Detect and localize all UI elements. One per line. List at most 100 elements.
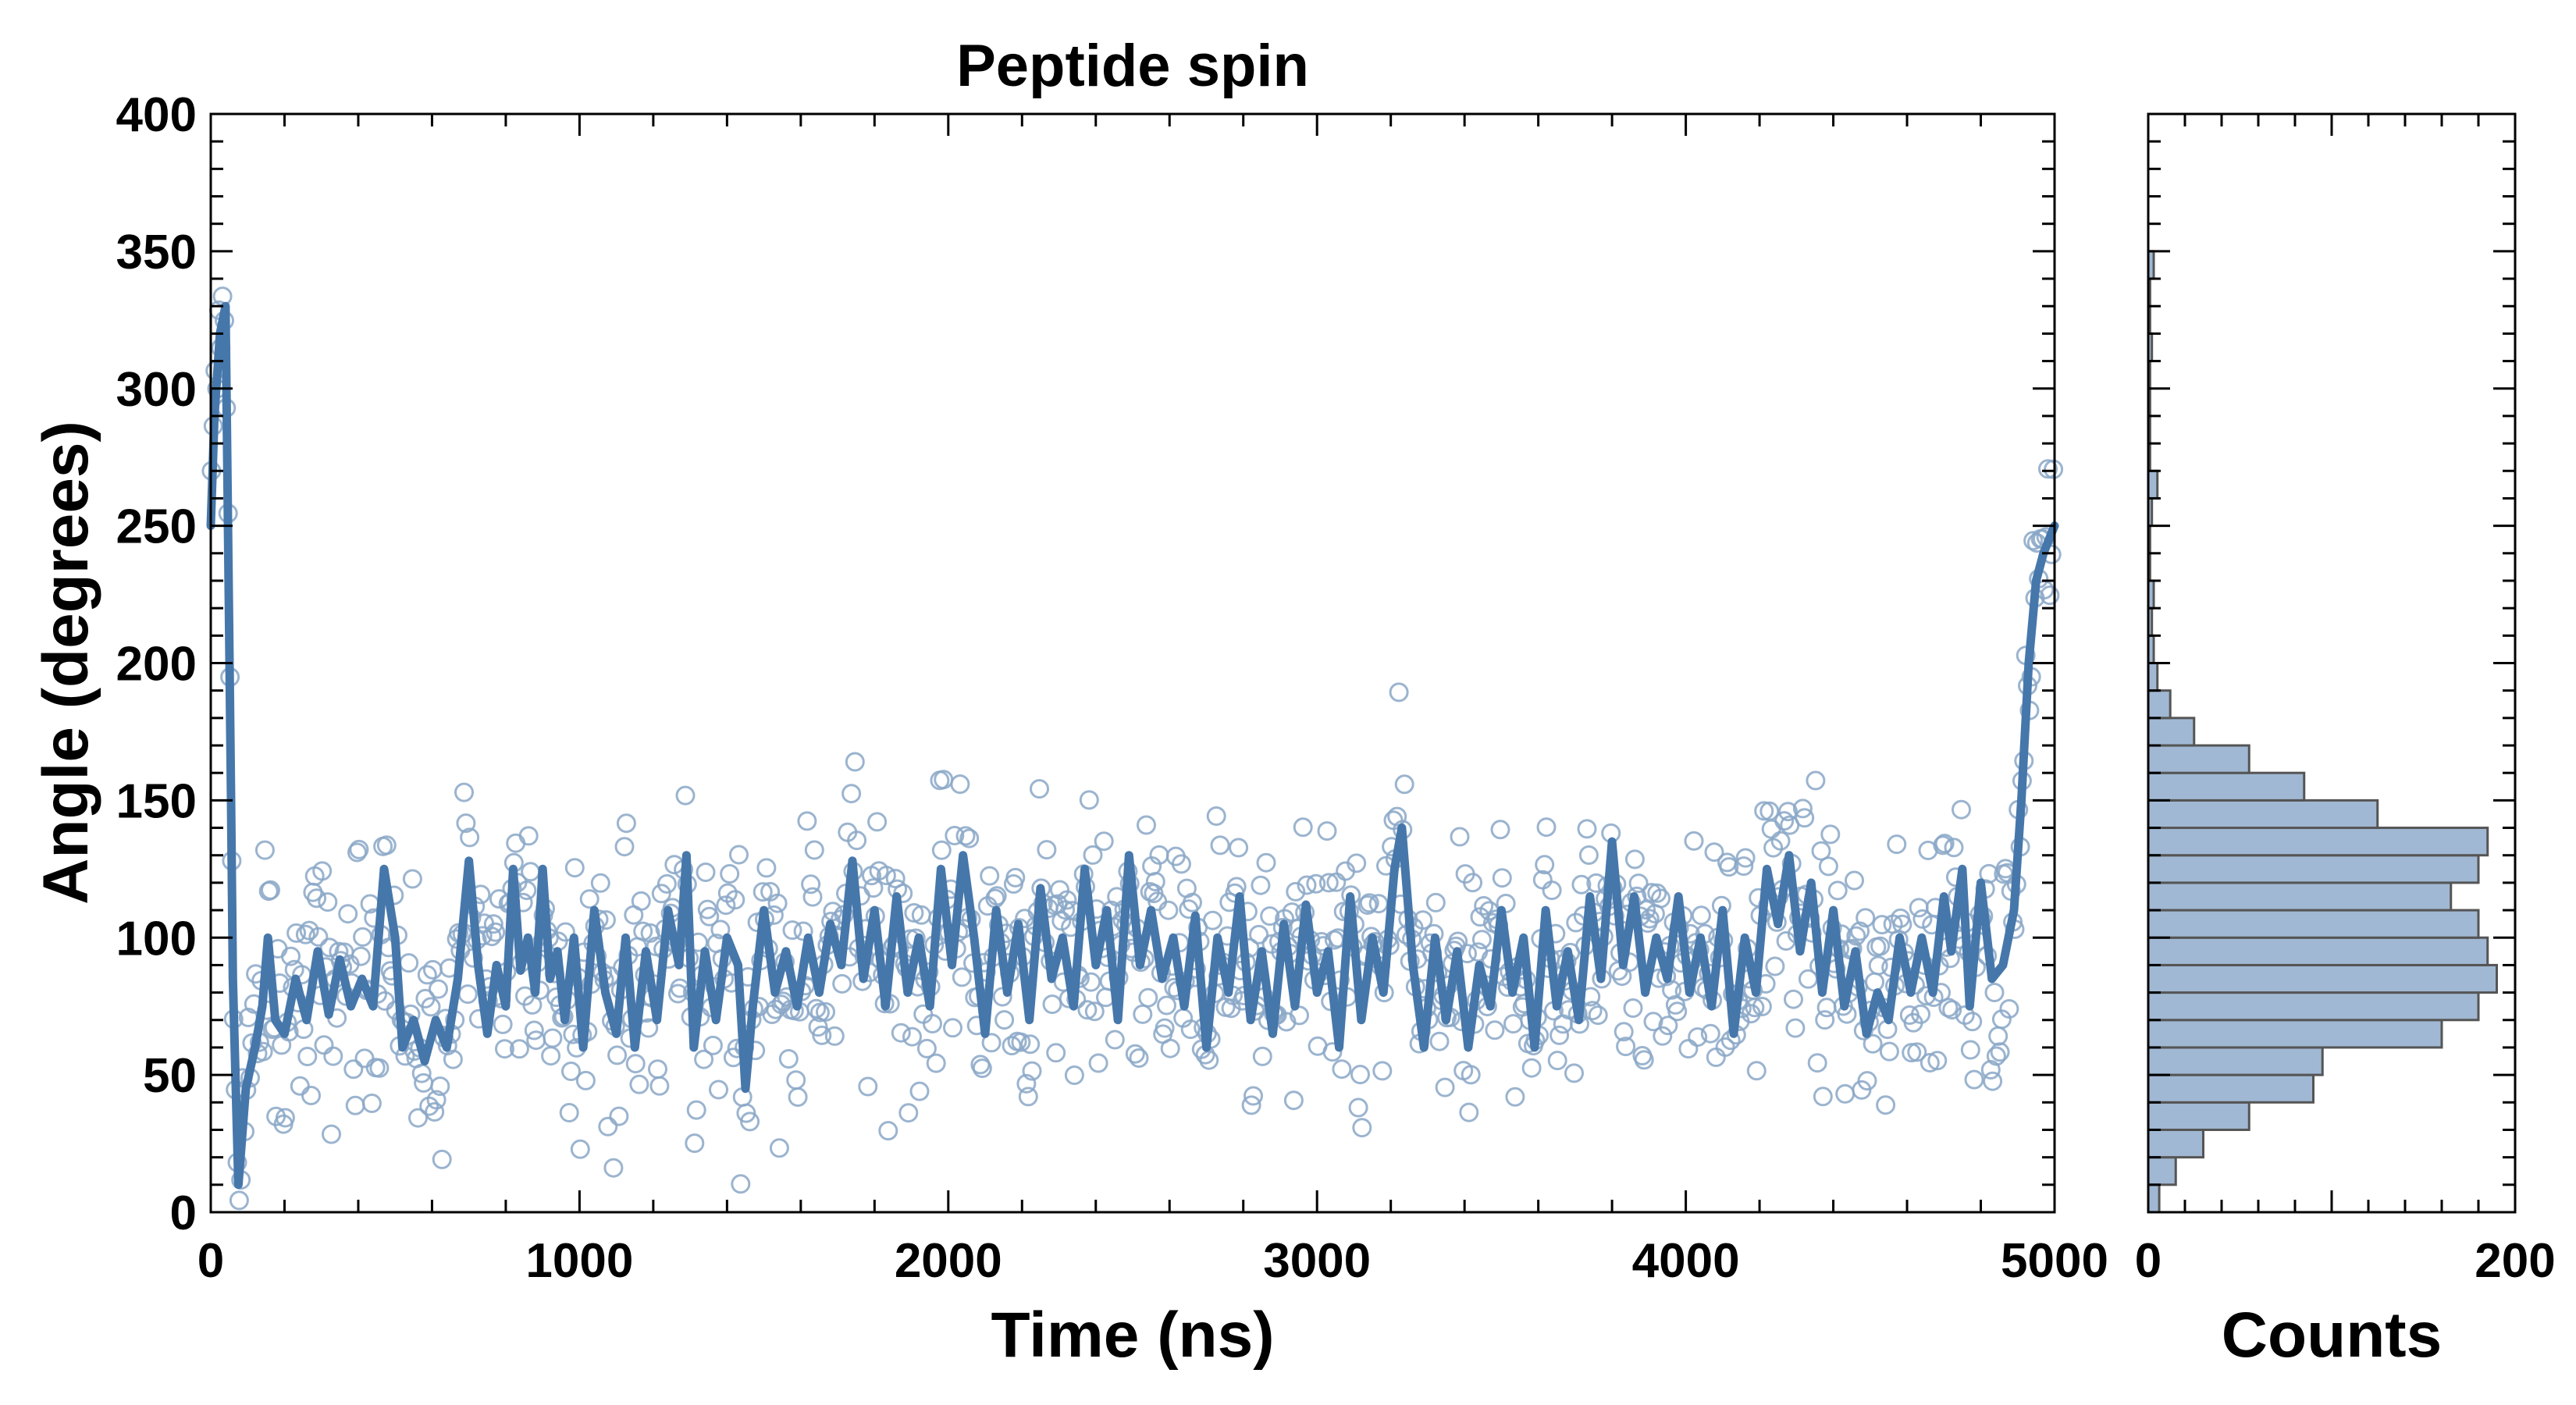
data-point xyxy=(697,899,717,919)
data-point xyxy=(456,813,476,834)
data-point xyxy=(1283,1090,1304,1111)
data-point xyxy=(1984,983,2005,1002)
data-point xyxy=(1770,831,1791,851)
data-point xyxy=(297,1047,318,1066)
data-point xyxy=(845,752,865,772)
data-point xyxy=(1634,1050,1654,1070)
data-point xyxy=(1425,892,1446,912)
data-point xyxy=(648,1059,667,1080)
y-tick-label: 300 xyxy=(116,363,197,417)
data-point xyxy=(1359,893,1379,913)
data-point xyxy=(699,906,720,927)
data-point xyxy=(1667,1001,1688,1022)
data-point xyxy=(804,840,824,860)
data-point xyxy=(1317,821,1337,841)
data-point xyxy=(561,1062,581,1081)
data-point xyxy=(696,863,716,882)
data-point xyxy=(1813,1087,1833,1107)
data-point xyxy=(1536,817,1557,838)
data-point xyxy=(1909,898,1929,918)
data-point xyxy=(1389,682,1409,702)
data-point xyxy=(631,891,651,911)
x-tick-labels: 0 1000 2000 3000 4000 5000 xyxy=(197,1234,2108,1288)
data-point xyxy=(1658,1016,1678,1036)
histogram-bar xyxy=(2147,1073,2314,1104)
data-point xyxy=(841,784,862,804)
data-point xyxy=(430,1076,450,1097)
data-point xyxy=(703,1035,723,1055)
data-point xyxy=(1394,774,1414,795)
data-point xyxy=(1105,1030,1125,1050)
scatter-points xyxy=(201,286,2064,1211)
data-point xyxy=(987,886,1007,906)
histogram-x-tick-labels: 0 200 xyxy=(2135,1234,2556,1288)
data-point xyxy=(521,862,541,882)
data-point xyxy=(414,1072,434,1093)
data-point xyxy=(1938,998,1959,1018)
data-point xyxy=(788,1087,808,1107)
data-point xyxy=(614,837,635,857)
data-point xyxy=(1691,905,1711,926)
data-point xyxy=(1944,838,1964,858)
data-point xyxy=(806,998,827,1019)
data-point xyxy=(1352,1118,1372,1138)
histogram-bar xyxy=(2147,469,2159,500)
data-point xyxy=(1988,1026,2008,1046)
data-point xyxy=(1521,1058,1542,1078)
data-point xyxy=(1249,924,1269,944)
data-point xyxy=(543,1028,563,1048)
data-point xyxy=(1746,1061,1767,1081)
data-point xyxy=(651,884,671,904)
data-point xyxy=(1077,1000,1098,1020)
data-point xyxy=(1210,835,1230,855)
x-tick-label: 2000 xyxy=(895,1234,1002,1288)
data-point xyxy=(1704,842,1724,863)
data-point xyxy=(1806,770,1826,791)
histogram-bar xyxy=(2147,1101,2250,1131)
data-point xyxy=(408,1108,428,1128)
data-point xyxy=(1647,883,1667,903)
data-point xyxy=(1350,1065,1370,1085)
data-point xyxy=(1818,856,1838,877)
data-point xyxy=(2023,531,2044,551)
data-point xyxy=(876,866,896,886)
data-point xyxy=(286,923,307,943)
histogram-axis-ticks xyxy=(2147,112,2517,1214)
data-point xyxy=(1719,857,1739,877)
data-point xyxy=(1684,831,1704,851)
data-point xyxy=(1927,1051,1948,1071)
data-point xyxy=(1348,1097,1368,1118)
data-point xyxy=(1577,819,1597,839)
data-point xyxy=(945,826,965,845)
y-tick-label: 0 xyxy=(170,1186,197,1240)
data-point xyxy=(314,1035,334,1055)
data-point xyxy=(1879,1041,1899,1062)
data-point xyxy=(1042,994,1062,1015)
histogram-frame xyxy=(2147,112,2517,1214)
data-point xyxy=(1964,1069,1984,1090)
data-point xyxy=(518,826,539,846)
data-point xyxy=(736,1103,756,1123)
data-point xyxy=(526,1030,546,1051)
data-point xyxy=(725,890,745,910)
data-point xyxy=(460,827,480,848)
data-point xyxy=(923,1014,942,1033)
data-point xyxy=(1795,808,1815,828)
data-point xyxy=(1784,989,1803,1009)
histogram-bar xyxy=(2147,717,2196,747)
data-point xyxy=(1492,868,1512,888)
data-point xyxy=(1933,835,1953,855)
data-point xyxy=(629,1074,649,1094)
data-point xyxy=(495,1039,514,1059)
data-point xyxy=(1306,873,1326,894)
data-point xyxy=(1857,1071,1877,1091)
data-point xyxy=(295,924,315,944)
data-point xyxy=(307,888,327,909)
data-point xyxy=(1450,827,1470,847)
data-point xyxy=(633,921,653,941)
data-point xyxy=(909,1081,930,1101)
data-point xyxy=(753,882,773,902)
y-tick-label: 200 xyxy=(116,638,197,692)
data-point xyxy=(729,845,749,865)
data-point xyxy=(1016,1073,1037,1094)
